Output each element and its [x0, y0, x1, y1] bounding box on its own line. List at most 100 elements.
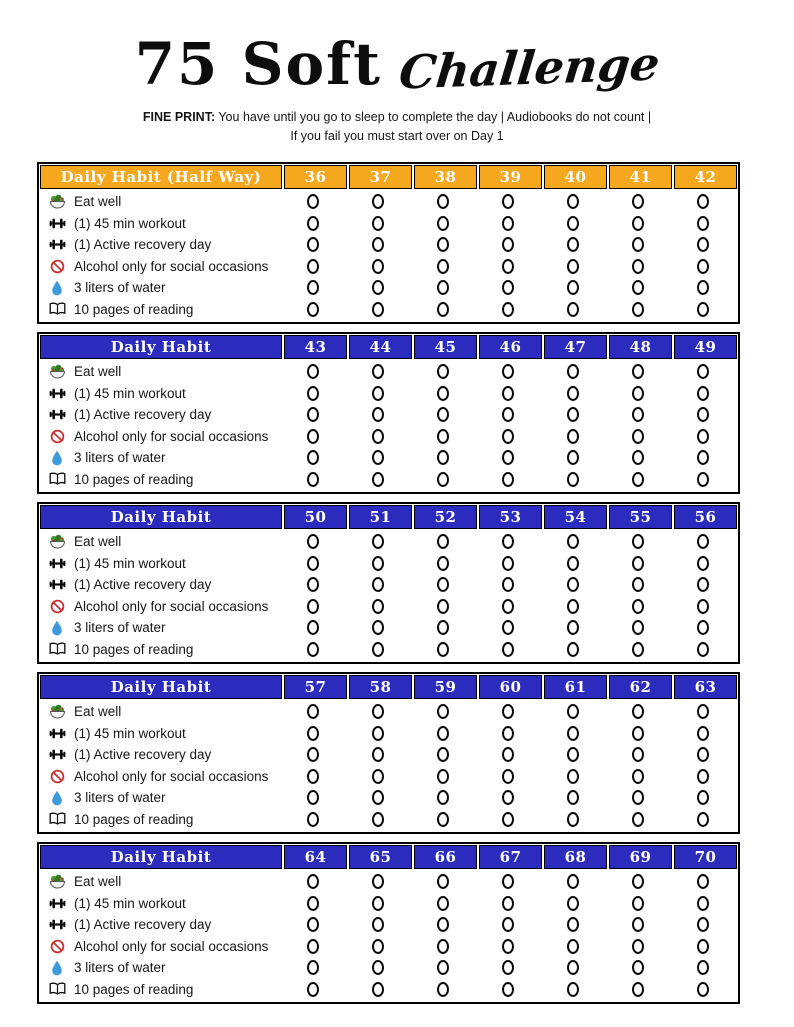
check-circle-day-43[interactable] — [306, 385, 319, 401]
check-circle-day-57[interactable] — [306, 768, 319, 784]
check-circle-day-60[interactable] — [501, 768, 514, 784]
check-circle-day-38[interactable] — [436, 301, 449, 317]
check-circle-day-48[interactable] — [631, 385, 644, 401]
check-circle-day-59[interactable] — [436, 725, 449, 741]
check-circle-day-57[interactable] — [306, 725, 319, 741]
check-circle-day-48[interactable] — [631, 364, 644, 379]
check-circle-day-63[interactable] — [696, 704, 709, 719]
check-circle-day-40[interactable] — [566, 237, 579, 252]
check-circle-day-45[interactable] — [436, 364, 449, 379]
check-circle-day-60[interactable] — [501, 811, 514, 827]
check-circle-day-67[interactable] — [501, 874, 514, 889]
check-circle-day-60[interactable] — [501, 747, 514, 762]
check-circle-day-40[interactable] — [566, 194, 579, 209]
check-circle-day-38[interactable] — [436, 215, 449, 231]
check-circle-day-38[interactable] — [436, 280, 449, 295]
check-circle-day-38[interactable] — [436, 258, 449, 274]
check-circle-day-44[interactable] — [371, 471, 384, 487]
check-circle-day-45[interactable] — [436, 428, 449, 444]
check-circle-day-54[interactable] — [566, 555, 579, 571]
check-circle-day-67[interactable] — [501, 981, 514, 997]
check-circle-day-42[interactable] — [696, 194, 709, 209]
check-circle-day-59[interactable] — [436, 811, 449, 827]
check-circle-day-61[interactable] — [566, 747, 579, 762]
check-circle-day-51[interactable] — [371, 577, 384, 592]
check-circle-day-58[interactable] — [371, 790, 384, 805]
check-circle-day-55[interactable] — [631, 620, 644, 635]
check-circle-day-70[interactable] — [696, 874, 709, 889]
check-circle-day-41[interactable] — [631, 258, 644, 274]
check-circle-day-66[interactable] — [436, 874, 449, 889]
check-circle-day-54[interactable] — [566, 641, 579, 657]
check-circle-day-57[interactable] — [306, 704, 319, 719]
check-circle-day-65[interactable] — [371, 960, 384, 975]
check-circle-day-70[interactable] — [696, 917, 709, 932]
check-circle-day-59[interactable] — [436, 790, 449, 805]
check-circle-day-65[interactable] — [371, 938, 384, 954]
check-circle-day-70[interactable] — [696, 938, 709, 954]
check-circle-day-45[interactable] — [436, 450, 449, 465]
check-circle-day-43[interactable] — [306, 450, 319, 465]
check-circle-day-36[interactable] — [306, 194, 319, 209]
check-circle-day-64[interactable] — [306, 895, 319, 911]
check-circle-day-62[interactable] — [631, 811, 644, 827]
check-circle-day-56[interactable] — [696, 641, 709, 657]
check-circle-day-36[interactable] — [306, 301, 319, 317]
check-circle-day-58[interactable] — [371, 704, 384, 719]
check-circle-day-69[interactable] — [631, 874, 644, 889]
check-circle-day-42[interactable] — [696, 258, 709, 274]
check-circle-day-65[interactable] — [371, 917, 384, 932]
check-circle-day-39[interactable] — [501, 237, 514, 252]
check-circle-day-52[interactable] — [436, 598, 449, 614]
check-circle-day-43[interactable] — [306, 407, 319, 422]
check-circle-day-67[interactable] — [501, 917, 514, 932]
check-circle-day-63[interactable] — [696, 768, 709, 784]
check-circle-day-54[interactable] — [566, 577, 579, 592]
check-circle-day-60[interactable] — [501, 790, 514, 805]
check-circle-day-52[interactable] — [436, 534, 449, 549]
check-circle-day-62[interactable] — [631, 725, 644, 741]
check-circle-day-54[interactable] — [566, 534, 579, 549]
check-circle-day-57[interactable] — [306, 790, 319, 805]
check-circle-day-64[interactable] — [306, 938, 319, 954]
check-circle-day-37[interactable] — [371, 215, 384, 231]
check-circle-day-60[interactable] — [501, 704, 514, 719]
check-circle-day-41[interactable] — [631, 280, 644, 295]
check-circle-day-57[interactable] — [306, 747, 319, 762]
check-circle-day-58[interactable] — [371, 725, 384, 741]
check-circle-day-37[interactable] — [371, 280, 384, 295]
check-circle-day-59[interactable] — [436, 704, 449, 719]
check-circle-day-50[interactable] — [306, 555, 319, 571]
check-circle-day-46[interactable] — [501, 407, 514, 422]
check-circle-day-69[interactable] — [631, 895, 644, 911]
check-circle-day-62[interactable] — [631, 790, 644, 805]
check-circle-day-40[interactable] — [566, 301, 579, 317]
check-circle-day-48[interactable] — [631, 450, 644, 465]
check-circle-day-66[interactable] — [436, 917, 449, 932]
check-circle-day-44[interactable] — [371, 407, 384, 422]
check-circle-day-47[interactable] — [566, 385, 579, 401]
check-circle-day-39[interactable] — [501, 215, 514, 231]
check-circle-day-64[interactable] — [306, 874, 319, 889]
check-circle-day-69[interactable] — [631, 938, 644, 954]
check-circle-day-70[interactable] — [696, 981, 709, 997]
check-circle-day-54[interactable] — [566, 598, 579, 614]
check-circle-day-50[interactable] — [306, 577, 319, 592]
check-circle-day-56[interactable] — [696, 598, 709, 614]
check-circle-day-70[interactable] — [696, 895, 709, 911]
check-circle-day-49[interactable] — [696, 364, 709, 379]
check-circle-day-67[interactable] — [501, 895, 514, 911]
check-circle-day-44[interactable] — [371, 385, 384, 401]
check-circle-day-36[interactable] — [306, 215, 319, 231]
check-circle-day-67[interactable] — [501, 938, 514, 954]
check-circle-day-62[interactable] — [631, 704, 644, 719]
check-circle-day-47[interactable] — [566, 428, 579, 444]
check-circle-day-53[interactable] — [501, 620, 514, 635]
check-circle-day-61[interactable] — [566, 704, 579, 719]
check-circle-day-41[interactable] — [631, 237, 644, 252]
check-circle-day-50[interactable] — [306, 534, 319, 549]
check-circle-day-68[interactable] — [566, 895, 579, 911]
check-circle-day-45[interactable] — [436, 471, 449, 487]
check-circle-day-56[interactable] — [696, 555, 709, 571]
check-circle-day-63[interactable] — [696, 790, 709, 805]
